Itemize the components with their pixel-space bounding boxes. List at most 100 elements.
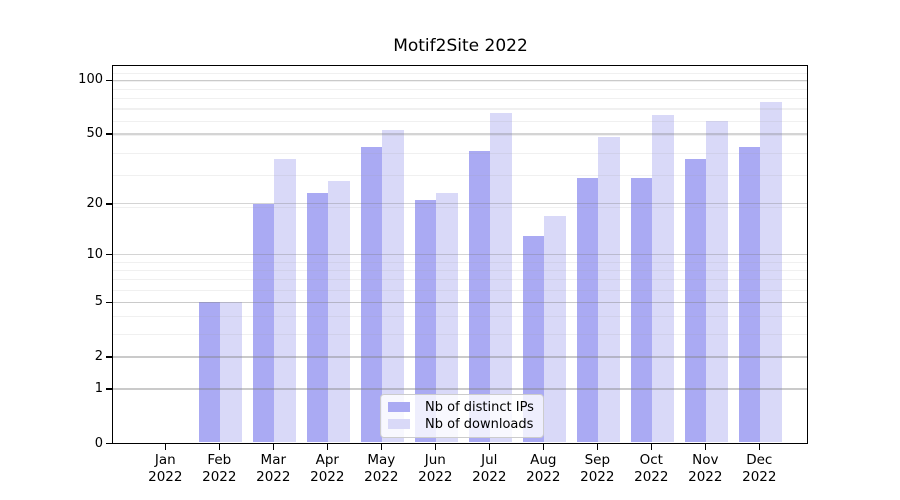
bar-nb-of-distinct-ips [468, 151, 491, 442]
x-tick-label: Nov 2022 [673, 452, 737, 486]
bar-nb-of-downloads [652, 114, 675, 442]
bar-nb-of-distinct-ips [684, 159, 707, 442]
minor-gridline [113, 152, 807, 154]
y-tick-label: 0 [94, 435, 103, 451]
x-tick-mark [758, 444, 760, 450]
x-tick-month: Apr [315, 452, 339, 468]
major-gridline [113, 301, 807, 304]
x-tick-month: Jun [424, 452, 446, 468]
y-tick-mark [105, 254, 112, 256]
x-tick-month: Nov [692, 452, 719, 468]
major-gridline [113, 133, 807, 135]
major-gridline [113, 79, 807, 81]
x-tick-year: 2022 [580, 469, 615, 485]
x-tick-year: 2022 [742, 469, 777, 485]
x-tick-year: 2022 [418, 469, 453, 485]
bar-nb-of-distinct-ips [522, 235, 545, 442]
bar-nb-of-distinct-ips [198, 302, 221, 442]
grid-layer [113, 66, 807, 443]
minor-gridline [113, 80, 807, 82]
y-tick-mark [105, 301, 112, 304]
x-tick-label: Jan 2022 [133, 452, 197, 486]
x-tick-month: Feb [207, 452, 232, 468]
minor-gridline [113, 120, 807, 122]
bar-nb-of-distinct-ips [252, 203, 275, 442]
x-tick-month: May [367, 452, 396, 468]
x-tick-mark [704, 444, 706, 450]
minor-gridline [113, 97, 807, 100]
x-tick-year: 2022 [472, 469, 507, 485]
bar-nb-of-downloads [544, 215, 567, 442]
minor-gridline [113, 72, 807, 75]
bar-nb-of-downloads [274, 159, 297, 442]
y-tick-mark [105, 442, 112, 445]
y-tick-mark [105, 388, 112, 390]
x-tick-mark [650, 444, 652, 450]
bar-nb-of-distinct-ips [414, 200, 437, 442]
minor-gridline [113, 301, 807, 304]
x-tick-mark [542, 444, 544, 450]
bar-nb-of-downloads [760, 101, 783, 442]
x-tick-label: May 2022 [349, 452, 413, 486]
x-tick-label: Sep 2022 [565, 452, 629, 486]
bar-nb-of-downloads [382, 129, 405, 442]
x-tick-year: 2022 [202, 469, 237, 485]
x-tick-label: Aug 2022 [511, 452, 575, 486]
legend-row-distinct-ips: Nb of distinct IPs [381, 399, 543, 415]
x-tick-year: 2022 [364, 469, 399, 485]
legend-swatch-distinct-ips [388, 402, 410, 412]
x-tick-month: Dec [746, 452, 773, 468]
bar-nb-of-distinct-ips [630, 178, 653, 442]
minor-gridline [113, 108, 807, 110]
legend-swatch-downloads [388, 419, 410, 429]
legend-label-distinct-ips: Nb of distinct IPs [425, 399, 534, 415]
minor-gridline [113, 279, 807, 281]
minor-gridline [113, 356, 807, 358]
y-tick-mark [105, 356, 112, 358]
x-tick-year: 2022 [688, 469, 723, 485]
x-tick-year: 2022 [310, 469, 345, 485]
y-tick-label: 2 [94, 349, 103, 365]
legend-row-downloads: Nb of downloads [381, 416, 543, 432]
x-tick-month: Sep [584, 452, 611, 468]
y-tick-mark [105, 79, 112, 81]
x-tick-mark [164, 444, 166, 450]
bar-nb-of-downloads [490, 112, 513, 442]
minor-gridline [113, 289, 807, 291]
y-tick-label: 1 [94, 380, 103, 396]
major-gridline [113, 254, 807, 256]
x-tick-month: Jul [481, 452, 498, 468]
x-tick-label: Jun 2022 [403, 452, 467, 486]
legend-label-downloads: Nb of downloads [425, 416, 534, 432]
x-tick-year: 2022 [256, 469, 291, 485]
minor-gridline [113, 134, 807, 137]
minor-gridline [113, 333, 807, 335]
x-tick-mark [218, 444, 220, 450]
bar-nb-of-distinct-ips [738, 147, 761, 442]
x-tick-label: Dec 2022 [727, 452, 791, 486]
x-tick-month: Mar [260, 452, 287, 468]
x-tick-year: 2022 [634, 469, 669, 485]
y-tick-label: 100 [78, 72, 103, 88]
y-tick-label: 5 [94, 294, 103, 310]
x-tick-month: Jan [154, 452, 176, 468]
bar-nb-of-downloads [436, 193, 459, 442]
y-tick-mark [105, 133, 112, 135]
x-tick-label: Jul 2022 [457, 452, 521, 486]
x-tick-label: Feb 2022 [187, 452, 251, 486]
x-tick-label: Mar 2022 [241, 452, 305, 486]
minor-gridline [113, 316, 807, 318]
bar-nb-of-downloads [328, 181, 351, 442]
y-tick-mark [105, 203, 112, 205]
x-tick-mark [326, 444, 328, 450]
plot-area [112, 65, 808, 444]
x-tick-month: Aug [530, 452, 557, 468]
y-tick-label: 50 [86, 126, 103, 141]
minor-gridline [113, 88, 807, 90]
bar-nb-of-distinct-ips [576, 178, 599, 442]
x-tick-mark [272, 444, 274, 450]
major-gridline [113, 356, 807, 358]
chart-title: Motif2Site 2022 [393, 36, 528, 56]
minor-gridline [113, 207, 807, 209]
bar-nb-of-distinct-ips [360, 147, 383, 442]
